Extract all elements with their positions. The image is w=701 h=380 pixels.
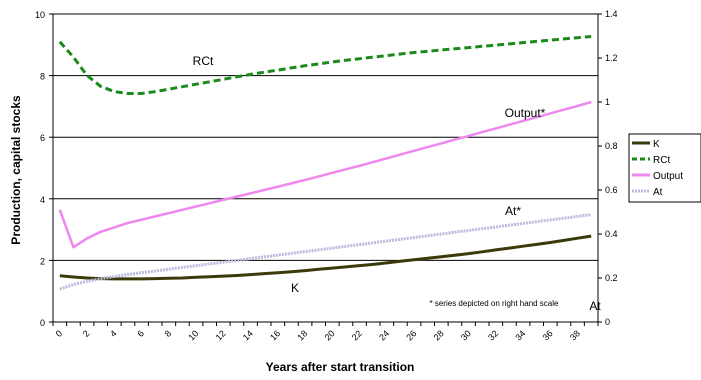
x-tick-label: 24 [377,328,391,342]
y-right-tick-label: 1 [605,97,610,107]
series-lines [58,35,592,291]
x-tick-label: 34 [513,328,527,342]
axes [49,13,602,326]
x-tick-label: 14 [241,328,255,342]
y-left-tick-label: 8 [40,72,45,82]
x-tick-label: 16 [268,328,282,342]
legend-label-output: Output [653,171,683,182]
annotation-output: Output* [505,106,546,120]
y-axis-title: Production, capital stocks [9,95,23,245]
series-line-at [59,213,592,291]
x-tick-label: 12 [214,328,228,342]
y-right-tick-label: 1.4 [605,9,618,19]
x-tick-label: 0 [54,328,65,339]
x-tick-label: 30 [459,328,473,342]
y-left-tick-label: 0 [40,318,45,328]
x-tick-label: 6 [135,328,146,339]
y-left-tick-label: 4 [40,195,45,205]
annotations: RCt Output* At* K * series depicted on right… [193,54,602,313]
x-tick-label: 22 [350,328,364,342]
y-right-tick-label: 0.6 [605,185,618,195]
y-right-tick-label: 1.2 [605,53,618,63]
series-line-output [58,100,592,249]
series-line-rct [58,35,592,95]
legend: K RCt Output At [628,133,701,203]
annotation-series-depicted-on-right-hand-scale: * series depicted on right hand scale [430,299,560,308]
x-tick-label: 26 [404,328,418,342]
y-right-tick-label: 0 [605,317,610,327]
x-tick-label: 36 [541,328,555,342]
x-tick-label: 2 [81,328,92,339]
y-left-tick-label: 6 [40,133,45,143]
x-tick-label: 20 [323,328,337,342]
legend-label-k: K [653,139,660,150]
x-tick-label: 38 [568,328,582,342]
x-axis-title: Years after start transition [266,360,415,374]
y-right-tick-label: 0.8 [605,141,618,151]
annotation-k: K [291,281,299,295]
legend-label-rct: RCt [653,155,670,166]
grid [53,13,598,261]
x-tick-label: 32 [486,328,500,342]
x-tick-label: 10 [186,328,200,342]
y-right-tick-label: 0.2 [605,273,618,283]
y-left-tick-label: 10 [35,10,45,20]
x-tick-label: 18 [295,328,309,342]
x-tick-label: 4 [108,328,119,339]
annotation-at: At* [505,204,521,218]
x-tick-label: 28 [432,328,446,342]
annotation-at: At [589,299,601,313]
series-line-k [59,234,592,281]
y-left-tick-label: 2 [40,256,45,266]
x-tick-label: 8 [163,328,174,339]
annotation-rct: RCt [193,54,214,68]
y-right-tick-label: 0.4 [605,229,618,239]
legend-label-at: At [653,187,663,198]
